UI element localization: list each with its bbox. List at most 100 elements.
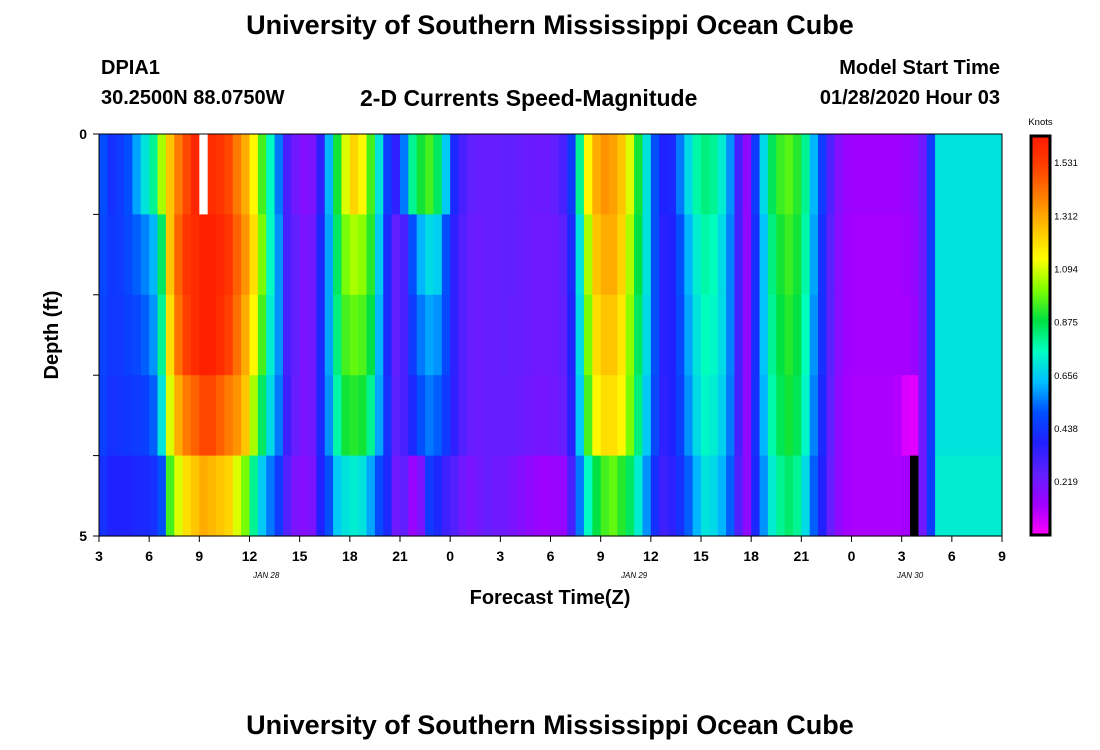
heatmap-cell [558, 375, 568, 457]
heatmap-cell [675, 214, 685, 296]
heatmap-cell [299, 294, 309, 376]
heatmap-cell [567, 294, 577, 376]
heatmap-cell [216, 455, 226, 537]
heatmap-cell [341, 214, 351, 296]
heatmap-cell [383, 294, 393, 376]
heatmap-cell [224, 214, 234, 296]
colorbar-title: Knots [1028, 117, 1053, 128]
heatmap-cell [416, 214, 426, 296]
heatmap-cell [491, 455, 501, 537]
heatmap-cell [910, 134, 919, 215]
heatmap-cell [926, 214, 936, 296]
heatmap-cell [416, 455, 426, 537]
heatmap-cell [792, 294, 802, 376]
heatmap-cell [508, 214, 518, 296]
heatmap-cell [525, 375, 535, 457]
heatmap-cell [926, 455, 936, 537]
heatmap-cell [809, 455, 819, 537]
heatmap-cell [324, 294, 334, 376]
heatmap-cell [868, 455, 878, 537]
heatmap-cell [910, 375, 919, 457]
heatmap-cell [282, 134, 292, 215]
heatmap-cell [266, 455, 276, 537]
heatmap-cell [692, 134, 702, 215]
heatmap-cell [349, 134, 359, 215]
heatmap-cell [165, 214, 175, 296]
heatmap-cell [583, 294, 593, 376]
heatmap-cell [784, 134, 794, 215]
heatmap-cell [299, 214, 309, 296]
heatmap-cell [132, 455, 142, 537]
heatmap-cell [291, 375, 301, 457]
heatmap-cell [433, 455, 443, 537]
date-label: JAN 29 [620, 571, 648, 580]
heatmap-cell [642, 294, 652, 376]
heatmap-cell [868, 294, 878, 376]
heatmap-cell [893, 294, 903, 376]
heatmap-cell [232, 134, 242, 215]
heatmap-cell [818, 134, 828, 215]
heatmap-cell [149, 294, 159, 376]
heatmap-cell [99, 455, 108, 537]
heatmap-cell [165, 375, 175, 457]
heatmap-cell [400, 375, 409, 457]
heatmap-cell [567, 134, 577, 215]
heatmap-cell [525, 294, 535, 376]
colorbar-tick-label: 1.094 [1054, 264, 1078, 275]
heatmap-cell [458, 455, 468, 537]
heatmap-cell [115, 134, 125, 215]
heatmap-cell [433, 134, 443, 215]
heatmap-cell [182, 134, 192, 215]
heatmap-cell [801, 134, 811, 215]
heatmap-cell [391, 455, 401, 537]
heatmap-cell [132, 294, 142, 376]
heatmap-cell [709, 214, 719, 296]
heatmap-cell [199, 134, 209, 215]
heatmap-cell [232, 214, 242, 296]
heatmap-cell [709, 375, 719, 457]
heatmap-cell [517, 294, 527, 376]
heatmap-cell [124, 134, 134, 215]
x-tick-label: 12 [242, 548, 258, 564]
heatmap-cell [600, 214, 610, 296]
heatmap-cell [508, 375, 518, 457]
heatmap-cell [257, 375, 267, 457]
heatmap-cell [851, 375, 861, 457]
heatmap-cell [249, 455, 259, 537]
heatmap-cell [391, 375, 401, 457]
axes: 3 6 9 12 15 18 21 0 3 6 9 12 15 18 21 0 3 6 9 JAN 28 JAN 29 J… [79, 126, 1006, 580]
heatmap-cell [701, 294, 710, 376]
heatmap-cell [174, 375, 184, 457]
heatmap-cell [475, 375, 485, 457]
heatmap-cell [550, 214, 560, 296]
heatmap-cell [642, 134, 652, 215]
heatmap-cell [107, 214, 117, 296]
heatmap-cell [675, 375, 685, 457]
heatmap-cell [491, 134, 501, 215]
heatmap-cell [140, 294, 150, 376]
heatmap-cell [901, 214, 911, 296]
heatmap-cell [282, 294, 292, 376]
heatmap-cell [734, 375, 744, 457]
heatmap-cell [834, 214, 844, 296]
heatmap-cell [717, 214, 727, 296]
heatmap-cell [450, 294, 460, 376]
heatmap-cell [634, 375, 644, 457]
heatmap-cell [441, 134, 451, 215]
heatmap-cell [333, 214, 343, 296]
heatmap-cell [784, 455, 794, 537]
heatmap-cell [124, 455, 134, 537]
heatmap-cell [358, 375, 368, 457]
colorbar-tick-label: 0.875 [1054, 318, 1078, 329]
heatmap-cell [149, 214, 159, 296]
heatmap-cell [659, 134, 669, 215]
heatmap-cell [667, 134, 677, 215]
heatmap-cell [333, 455, 343, 537]
heatmap-cell [466, 294, 476, 376]
heatmap-cell [157, 375, 167, 457]
heatmap-cell [207, 375, 217, 457]
x-tick-label: 6 [145, 548, 153, 564]
heatmap-cell [458, 214, 468, 296]
heatmap-cell [751, 455, 761, 537]
heatmap-cell [859, 294, 869, 376]
